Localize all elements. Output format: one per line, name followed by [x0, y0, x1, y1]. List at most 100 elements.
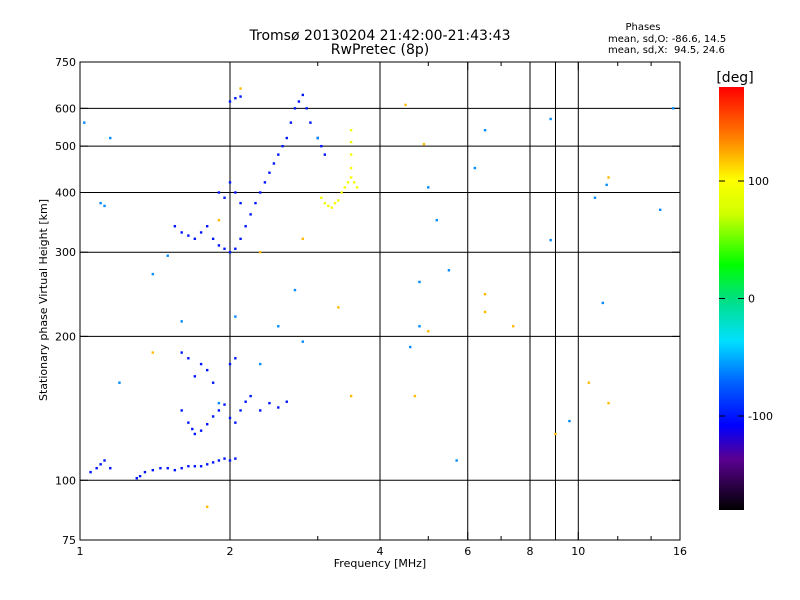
data-point: [205, 368, 209, 372]
data-point: [173, 225, 177, 228]
data-point: [234, 357, 237, 360]
data-point: [352, 181, 356, 184]
data-point: [593, 196, 597, 199]
data-point: [305, 107, 308, 110]
data-point: [301, 237, 305, 241]
data-point: [511, 325, 515, 328]
data-point: [349, 176, 353, 179]
data-point: [199, 231, 203, 234]
data-point: [103, 204, 106, 208]
data-point: [587, 381, 591, 384]
x-tick-label: 1: [77, 545, 84, 558]
data-point: [455, 459, 458, 462]
data-point: [193, 375, 197, 378]
data-point: [217, 401, 221, 405]
data-point: [320, 144, 323, 148]
data-point: [568, 419, 571, 423]
data-point: [349, 166, 353, 170]
data-point: [138, 474, 142, 478]
data-point: [349, 394, 353, 398]
data-point: [89, 470, 92, 474]
data-point: [330, 206, 333, 209]
data-point: [293, 107, 297, 110]
data-point: [259, 409, 262, 412]
x-tick-labels: 1 2 4 6 8 10 16: [77, 545, 688, 558]
data-point: [277, 406, 280, 409]
data-point: [151, 351, 155, 354]
data-point: [151, 272, 155, 276]
data-point: [343, 186, 347, 189]
data-point: [427, 330, 430, 333]
data-point: [483, 128, 487, 132]
data-point: [211, 415, 215, 418]
y-tick-label: 750: [55, 56, 76, 69]
data-point: [193, 465, 197, 468]
data-point: [427, 186, 430, 189]
data-point: [285, 400, 288, 403]
data-point: [349, 153, 353, 156]
data-point: [187, 357, 190, 360]
x-tick-label: 8: [527, 545, 534, 558]
data-point: [180, 409, 183, 412]
data-point: [349, 128, 353, 132]
data-point: [135, 477, 138, 480]
data-point: [333, 201, 337, 205]
data-point: [277, 153, 280, 156]
data-point: [228, 100, 232, 103]
data-point: [239, 201, 242, 205]
data-point: [239, 95, 242, 98]
data-point: [605, 183, 608, 187]
data-point: [205, 505, 209, 509]
data-point: [228, 416, 232, 420]
gridlines: [80, 62, 680, 540]
data-point: [607, 401, 610, 405]
phase-stats-o: mean, sd,O: -86.6, 14.5: [608, 34, 726, 45]
axis-ticks: [79, 61, 681, 541]
data-point: [272, 162, 276, 165]
data-point: [83, 121, 86, 124]
data-point: [199, 429, 203, 432]
colorbar-tick-label: -100: [748, 410, 773, 423]
data-point: [301, 340, 305, 343]
data-point: [234, 457, 237, 460]
data-point: [323, 153, 327, 156]
data-point: [193, 432, 197, 436]
data-point: [309, 121, 312, 124]
x-tick-label: 2: [227, 545, 234, 558]
y-tick-label: 400: [55, 186, 76, 199]
data-point: [422, 142, 426, 146]
phase-stats-x: mean, sd,X: 94.5, 24.6: [608, 45, 725, 56]
data-point: [607, 176, 610, 179]
data-point: [337, 199, 340, 202]
data-point: [249, 394, 252, 398]
data-point: [118, 381, 121, 384]
data-point: [483, 310, 487, 314]
phase-stats-heading: Phases: [625, 22, 660, 33]
data-point: [418, 280, 421, 284]
data-point: [327, 204, 330, 208]
colorbar-ticks: 100 0 -100: [719, 175, 773, 423]
data-point: [151, 468, 155, 472]
data-point: [277, 325, 280, 328]
data-point: [217, 409, 221, 412]
data-point: [337, 306, 340, 309]
data-point: [435, 219, 438, 222]
data-point: [234, 96, 237, 100]
data-point: [293, 288, 297, 292]
data-point: [259, 362, 262, 366]
data-point: [404, 103, 407, 107]
y-tick-label: 500: [55, 140, 76, 153]
data-point: [259, 251, 262, 254]
data-point: [549, 238, 552, 242]
data-point: [187, 234, 190, 237]
data-point: [316, 136, 319, 140]
data-point: [268, 401, 271, 405]
data-point: [244, 400, 247, 403]
data-point: [180, 320, 183, 323]
data-point: [418, 325, 421, 328]
data-point: [244, 225, 247, 228]
x-tick-label: 16: [673, 545, 687, 558]
y-tick-label: 75: [62, 534, 76, 547]
data-point: [340, 191, 343, 194]
data-point: [99, 201, 102, 205]
